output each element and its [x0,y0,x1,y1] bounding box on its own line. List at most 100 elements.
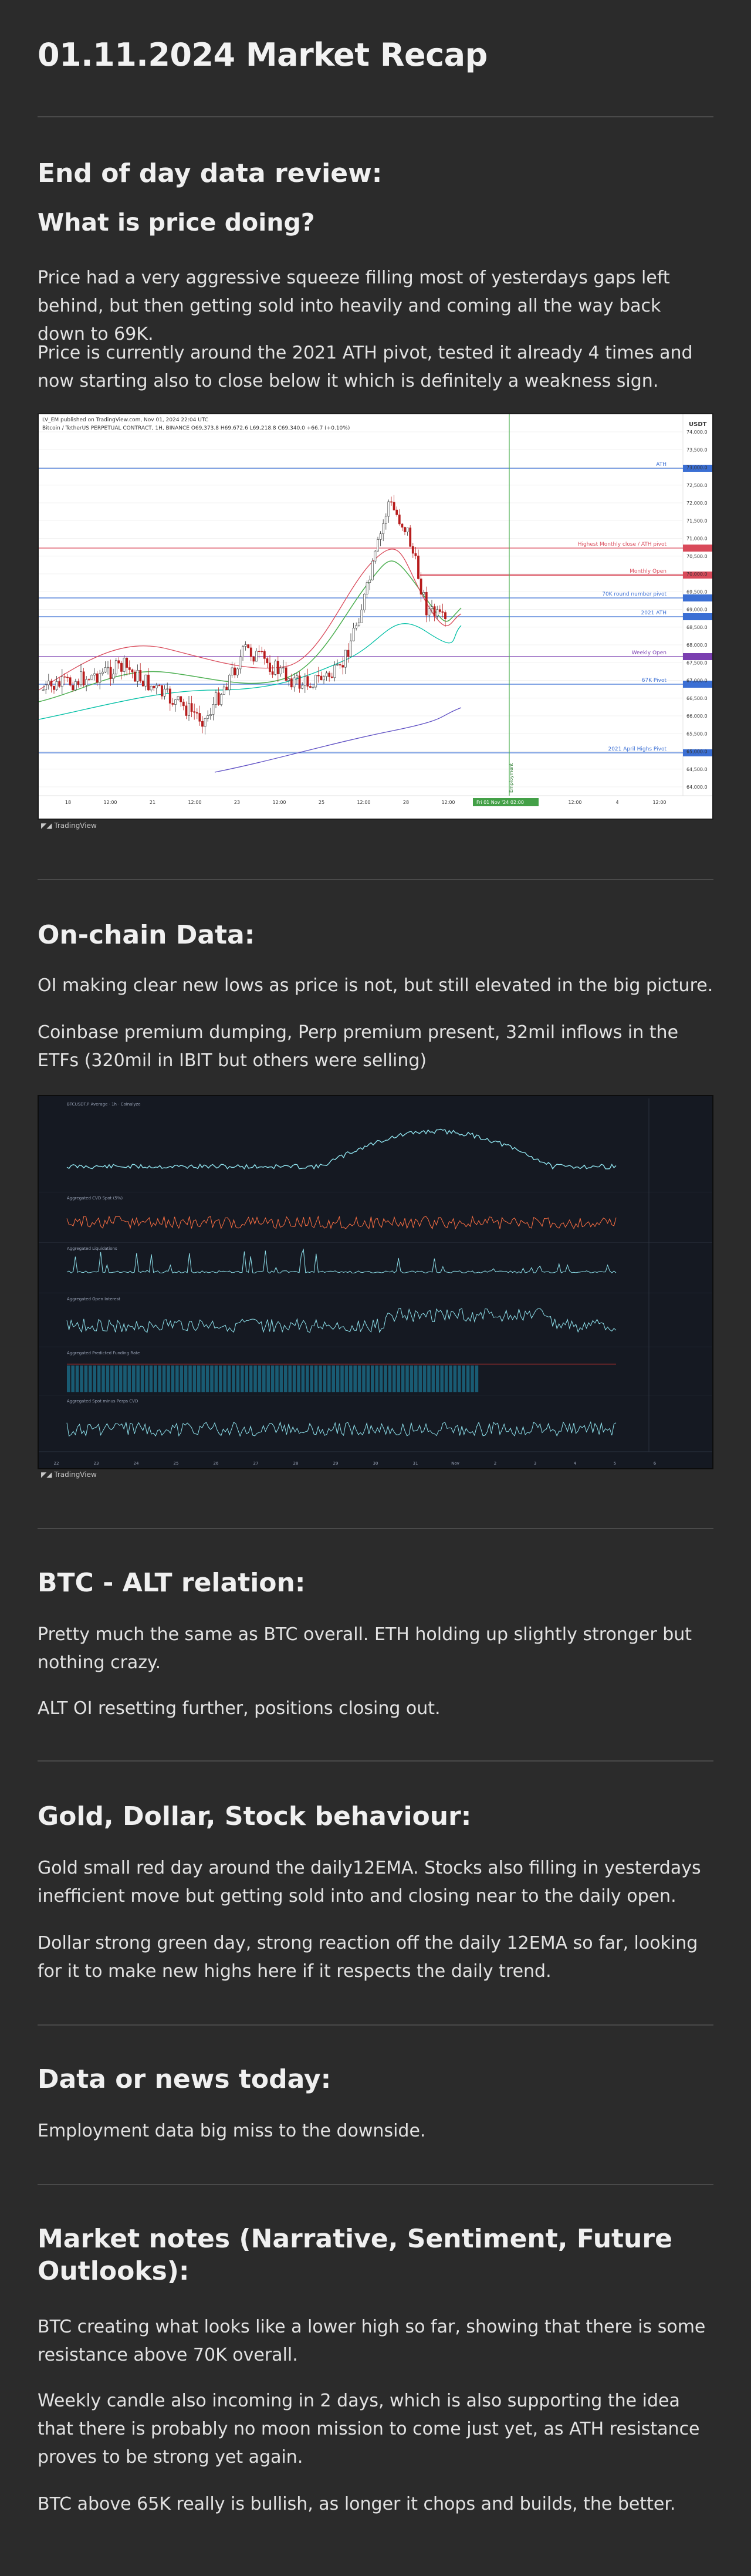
candle-body [128,667,131,670]
price-tag [683,465,712,472]
paragraph: Gold small red day around the daily12EMA… [38,1858,701,1906]
chart-pane [39,1395,712,1452]
funding-bar [245,1365,248,1392]
candle-body [55,681,58,690]
funding-bar [422,1365,427,1392]
funding-bar [262,1365,266,1392]
candle-body [325,672,328,677]
candle-body [347,650,350,657]
candle-body [99,673,102,683]
candle-body [323,676,325,681]
candle-body [244,644,247,647]
candle-body [147,674,150,691]
funding-bar [184,1365,188,1392]
paragraph: Pretty much the same as BTC overall. ETH… [38,1624,692,1673]
candle-body [249,647,252,657]
x-tick-label: 23 [234,800,240,805]
funding-bar [362,1365,366,1392]
section-heading-market-notes: Market notes (Narrative, Sentiment, Futu… [38,2224,672,2286]
funding-bar [292,1365,296,1392]
candle-body [242,646,244,657]
section-heading-onchain: On-chain Data: [38,920,255,950]
funding-bar [288,1365,292,1392]
candle-body [255,651,258,662]
funding-bar [427,1365,431,1392]
candle-body [174,699,177,705]
onchain-chart: BTCUSDT.P Average · 1h · Coinalyze Aggreg… [38,1095,713,1469]
funding-bar [197,1365,201,1392]
funding-bar [449,1365,452,1392]
price-level-label: ATH [656,462,667,468]
funding-bar [158,1365,161,1392]
pane-label: Aggregated Open Interest [67,1297,120,1301]
funding-bar [75,1365,79,1392]
candle-body [139,670,142,682]
candle-body [117,660,120,664]
x-tick-label: 12:00 [272,800,286,805]
funding-bar [175,1365,179,1392]
funding-bar [436,1365,439,1392]
candle-body [287,678,290,681]
paragraph: OI making clear new lows as price is not… [38,975,713,996]
divider [38,1528,713,1529]
x-tick-label: 21 [150,800,155,805]
divider [38,2024,713,2026]
price-tag [683,653,712,660]
section-heading-news: Data or news today: [38,2064,331,2094]
candle-body [198,713,201,722]
x-tick-label: 4 [574,1461,577,1466]
candle-body [428,608,431,616]
candle-body [85,679,88,685]
x-tick-label: 26 [214,1461,219,1466]
funding-bar [431,1365,435,1392]
candle-body [366,582,368,594]
funding-bar [284,1365,287,1392]
divider [38,879,713,880]
funding-bar [227,1365,231,1392]
candle-body [153,685,155,688]
candle-body [236,668,239,675]
candle-body [134,671,136,682]
tradingview-icon: ◤◢ [41,822,55,830]
tradingview-attribution: ◤◢ TradingView [41,1470,97,1479]
funding-bar [192,1365,197,1392]
paragraph: BTC above 65K really is bullish, as long… [38,2494,676,2514]
candle-body [204,718,207,727]
funding-bar [444,1365,448,1392]
funding-bar [462,1365,465,1392]
candle-body [217,692,220,705]
funding-bar [458,1365,461,1392]
candle-body [93,673,96,675]
funding-bar [132,1365,136,1392]
funding-bar [171,1365,175,1392]
candle-body [188,703,190,716]
candle-body [182,701,185,706]
candle-body [82,671,85,685]
btc-price-chart-svg: LV_EM published on TradingView.com, Nov … [38,414,712,819]
candle-body [414,553,417,556]
candle-body [382,523,385,534]
price-tag [683,749,712,756]
candle-body [168,688,171,704]
funding-bar [106,1365,110,1392]
pane-label: Aggregated CVD Spot (5%) [67,1196,123,1201]
price-level-label: 67K Pivot [642,678,667,684]
candle-body [155,685,158,688]
funding-bar [453,1365,457,1392]
paragraph: BTC creating what looks like a lower hig… [38,2317,706,2365]
x-tick-label: 4 [615,800,618,805]
candle-body [393,502,395,511]
funding-bar [405,1365,409,1392]
x-tick-label: 25 [174,1461,179,1466]
candle-body [339,664,341,665]
x-tick-label: 28 [403,800,409,805]
candle-body [261,651,263,653]
funding-bar [323,1365,327,1392]
funding-bar [349,1365,353,1392]
candle-body [271,671,274,675]
candle-body [190,703,193,712]
funding-bar [340,1365,344,1392]
candle-body [276,661,279,675]
candle-body [360,610,363,623]
section-heading-btc-alt: BTC - ALT relation: [38,1568,306,1598]
